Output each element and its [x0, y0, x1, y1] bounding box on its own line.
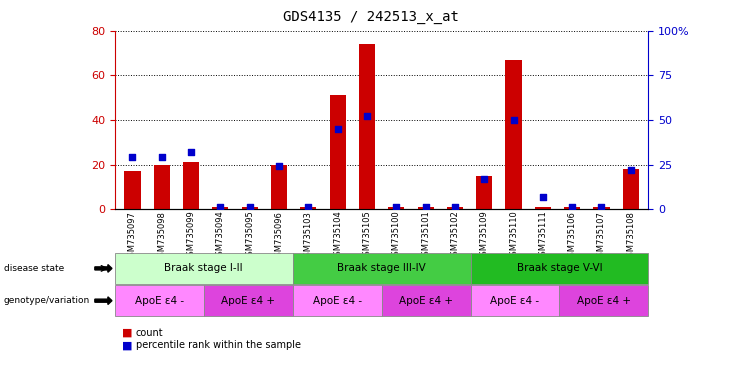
- Bar: [271, 165, 287, 209]
- Text: Braak stage V-VI: Braak stage V-VI: [516, 263, 602, 273]
- Point: [566, 204, 578, 210]
- Text: ApoE ε4 -: ApoE ε4 -: [135, 296, 184, 306]
- Bar: [594, 207, 610, 209]
- Text: GDS4135 / 242513_x_at: GDS4135 / 242513_x_at: [282, 10, 459, 23]
- Bar: [535, 207, 551, 209]
- Point: [127, 154, 139, 161]
- Point: [449, 204, 461, 210]
- Text: percentile rank within the sample: percentile rank within the sample: [136, 340, 301, 350]
- Text: ApoE ε4 -: ApoE ε4 -: [313, 296, 362, 306]
- Text: Braak stage I-II: Braak stage I-II: [165, 263, 243, 273]
- Point: [156, 154, 167, 161]
- Point: [391, 204, 402, 210]
- Point: [537, 194, 549, 200]
- Bar: [300, 207, 316, 209]
- Point: [596, 204, 608, 210]
- Bar: [359, 44, 375, 209]
- Bar: [476, 176, 492, 209]
- Bar: [447, 207, 463, 209]
- Text: ApoE ε4 +: ApoE ε4 +: [577, 296, 631, 306]
- Point: [478, 176, 490, 182]
- Text: disease state: disease state: [4, 264, 64, 273]
- Bar: [153, 165, 170, 209]
- Text: count: count: [136, 328, 163, 338]
- Text: ApoE ε4 +: ApoE ε4 +: [222, 296, 275, 306]
- Text: genotype/variation: genotype/variation: [4, 296, 90, 305]
- Bar: [564, 207, 580, 209]
- Text: ApoE ε4 -: ApoE ε4 -: [491, 296, 539, 306]
- Point: [185, 149, 197, 155]
- Point: [273, 163, 285, 169]
- Bar: [417, 207, 433, 209]
- Bar: [622, 169, 639, 209]
- Point: [625, 167, 637, 173]
- Point: [244, 204, 256, 210]
- Bar: [388, 207, 405, 209]
- Point: [361, 113, 373, 119]
- Text: ApoE ε4 +: ApoE ε4 +: [399, 296, 453, 306]
- Bar: [242, 207, 258, 209]
- Point: [302, 204, 314, 210]
- Text: ■: ■: [122, 340, 133, 350]
- Bar: [505, 60, 522, 209]
- Point: [332, 126, 344, 132]
- Bar: [213, 207, 228, 209]
- Bar: [330, 96, 346, 209]
- Text: ■: ■: [122, 328, 133, 338]
- Point: [508, 117, 519, 123]
- Bar: [124, 171, 141, 209]
- Point: [419, 204, 431, 210]
- Bar: [183, 162, 199, 209]
- Point: [214, 204, 226, 210]
- Text: Braak stage III-IV: Braak stage III-IV: [337, 263, 426, 273]
